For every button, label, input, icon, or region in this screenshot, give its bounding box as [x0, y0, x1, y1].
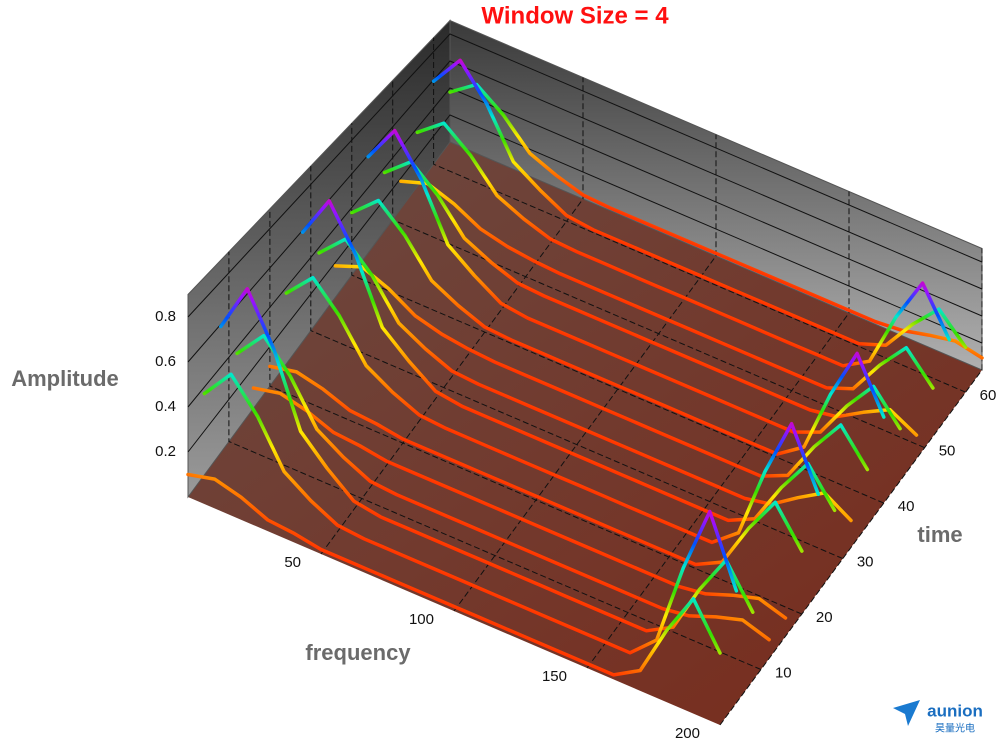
y-grid-line: [269, 208, 803, 615]
x-tick-label: 50: [284, 554, 301, 571]
z-axis-label: Amplitude: [11, 366, 119, 391]
waterfall-curve: [382, 160, 919, 437]
x-tick-label: 150: [542, 668, 567, 685]
y-tick-label: 20: [816, 609, 833, 626]
watermark-subtitle: 昊量光电: [935, 722, 975, 735]
y-tick-label: 30: [857, 554, 874, 571]
y-tick-label: 60: [980, 387, 997, 404]
y-grid-line: [433, 37, 966, 393]
watermark-brand: aunion: [927, 701, 983, 720]
waterfall-curve: [186, 472, 722, 677]
y-grid-line: [351, 123, 884, 504]
z-grid-line: [187, 33, 983, 318]
x-tick-label: 100: [409, 611, 434, 628]
y-tick-label: 40: [898, 498, 915, 515]
x-grid-line: [320, 77, 584, 555]
z-tick-label: 0.2: [155, 443, 176, 460]
y-tick-label: 10: [775, 665, 792, 682]
chart-title: Window Size = 4: [481, 2, 669, 29]
x-grid-line: [586, 191, 850, 669]
z-tick-label: 0.8: [155, 308, 176, 325]
curves: [186, 58, 984, 677]
x-axis-label: frequency: [305, 640, 411, 665]
waterfall-curve: [268, 364, 804, 567]
y-tick-label: 50: [939, 443, 956, 460]
waterfall-curve: [202, 372, 739, 655]
z-grid-line: [187, 87, 983, 408]
x-grid-line: [719, 248, 983, 726]
waterfall-curve: [431, 58, 968, 349]
waterfall-curve: [284, 275, 821, 545]
y-axis-label: time: [917, 522, 962, 547]
labels: 0.2 0.4 0.6 0.8 50 100 150 200 10 20 30 40 50 60: [155, 308, 996, 742]
waterfall-curve: [350, 198, 886, 456]
z-grid-line: [187, 114, 983, 453]
x-grid-line: [453, 134, 717, 612]
waterfall-curve: [219, 287, 755, 633]
watermark: aunion 昊量光电: [893, 700, 983, 735]
waterfall-curve: [333, 264, 870, 478]
z-tick-label: 0.6: [155, 353, 176, 370]
waterfall-curve: [448, 82, 984, 360]
x-tick-label: 200: [675, 725, 700, 742]
z-tick-label: 0.4: [155, 398, 176, 415]
logo-icon: [893, 700, 920, 726]
z-grid-line: [187, 60, 983, 363]
waterfall-curve: [317, 237, 853, 523]
waterfall-curve: [399, 179, 935, 391]
